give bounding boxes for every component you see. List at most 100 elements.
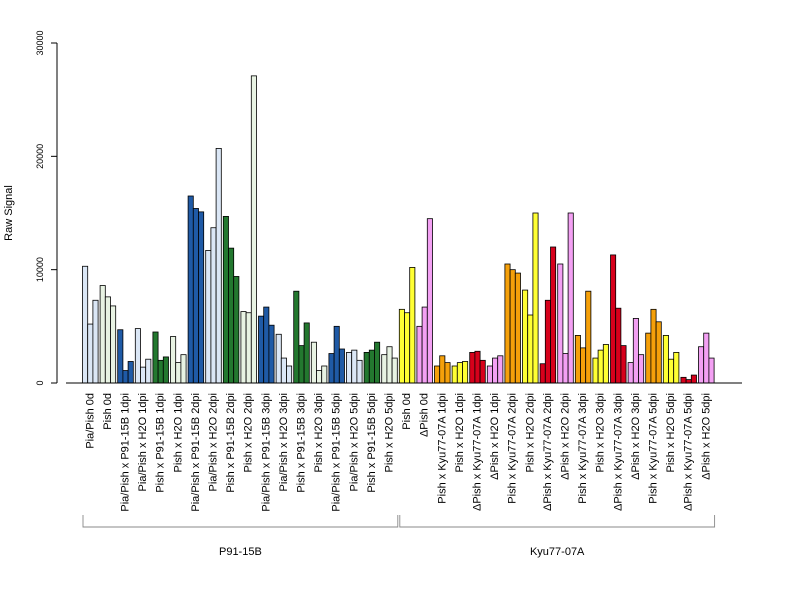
bar	[180, 354, 187, 384]
bar	[557, 263, 564, 384]
bar	[122, 370, 129, 384]
x-tick-label: Pish x H2O 5dpi	[384, 393, 396, 472]
x-tick-label: Pish 0d	[102, 393, 114, 430]
x-tick-label: Pish x P91-15B 2dpi	[225, 393, 237, 493]
bar	[580, 347, 587, 384]
bar	[215, 147, 222, 384]
bar	[479, 359, 486, 384]
bar	[462, 361, 469, 384]
bar	[321, 365, 328, 384]
bar	[509, 269, 516, 384]
bar	[668, 358, 675, 384]
x-tick-label: Pish x P91-15B 5dpi	[366, 393, 378, 493]
bar	[87, 323, 94, 384]
bar	[263, 306, 270, 384]
bar	[104, 296, 111, 384]
bar	[585, 290, 592, 384]
x-tick-label: Pish x H2O 5dpi	[665, 393, 677, 472]
bar	[451, 365, 458, 384]
bar	[258, 315, 265, 384]
group-label: P91-15B	[219, 546, 262, 558]
bar	[486, 365, 493, 384]
bar	[398, 308, 405, 384]
bar	[117, 329, 124, 384]
bar	[198, 211, 205, 384]
bar	[286, 365, 293, 384]
x-tick-label: ΔPish 0d	[419, 393, 431, 437]
group-label: Kyu77-07A	[530, 546, 585, 558]
bar	[645, 332, 652, 384]
bar	[527, 314, 534, 384]
bar	[386, 346, 393, 384]
bar	[222, 215, 229, 384]
bar	[381, 354, 388, 384]
bar	[328, 353, 335, 384]
bar	[444, 362, 451, 384]
y-tick-label: 20000	[35, 144, 45, 169]
x-tick-label: ΔPish x Kyu77-07A 3dpi	[612, 393, 624, 511]
bar	[356, 359, 363, 384]
bar	[140, 366, 147, 384]
bar	[539, 363, 546, 384]
y-tick-label: 10000	[35, 257, 45, 282]
x-tick-label: Pia/Pish x H2O 2dpi	[208, 393, 220, 491]
bar	[504, 263, 511, 384]
x-tick-label: ΔPish x H2O 5dpi	[700, 393, 712, 480]
y-tick-label: 30000	[35, 30, 45, 55]
bar	[680, 376, 687, 384]
bar	[474, 350, 481, 384]
bar	[145, 358, 152, 384]
x-tick-label: Pia/Pish x H2O 3dpi	[278, 393, 290, 491]
bar	[544, 299, 551, 384]
bar	[233, 276, 240, 384]
x-tick-label: ΔPish x Kyu77-07A 5dpi	[683, 393, 695, 511]
y-axis-title: Raw Signal	[3, 185, 15, 241]
bar	[303, 322, 310, 384]
bar	[157, 359, 164, 384]
bar	[615, 307, 622, 384]
x-tick-label: Pish x H2O 3dpi	[313, 393, 325, 472]
x-tick-label: Pish x Kyu77-07A 1dpi	[436, 393, 448, 504]
x-tick-label: Pish x P91-15B 1dpi	[155, 393, 167, 493]
bar	[592, 357, 599, 384]
bar	[316, 370, 323, 384]
x-tick-label: ΔPish x Kyu77-07A 2dpi	[542, 393, 554, 511]
bar	[550, 246, 557, 384]
bar	[650, 308, 657, 384]
bar	[497, 355, 504, 384]
bar	[210, 227, 217, 384]
bar	[638, 354, 645, 384]
bar	[627, 362, 634, 384]
bar	[439, 355, 446, 384]
bar	[280, 357, 287, 384]
bar	[492, 357, 499, 384]
bar	[620, 345, 627, 384]
bar	[162, 356, 169, 384]
bar	[192, 208, 199, 384]
x-tick-label: Pish 0d	[401, 393, 413, 430]
y-axis: 0 10000 20000 30000	[35, 30, 58, 386]
bar	[690, 374, 697, 384]
bar	[698, 346, 705, 384]
x-tick-label: Pia/Pish x P91-15B 3dpi	[260, 393, 272, 512]
bar	[632, 317, 639, 384]
bar	[708, 357, 715, 384]
x-tick-label: Pish x Kyu77-07A 5dpi	[648, 393, 660, 504]
bar	[655, 321, 662, 384]
bar	[205, 249, 212, 384]
bar	[562, 353, 569, 384]
bar	[421, 306, 428, 384]
bar	[82, 265, 89, 384]
bar	[110, 305, 117, 384]
x-tick-label: Pia/Pish x H2O 1dpi	[137, 393, 149, 491]
x-tick-label: ΔPish x H2O 2dpi	[560, 393, 572, 480]
bar	[99, 285, 106, 384]
bar	[522, 289, 529, 384]
x-tick-label: Pish x H2O 2dpi	[524, 393, 536, 472]
bar	[351, 349, 358, 384]
bar	[469, 351, 476, 384]
bar	[703, 332, 710, 384]
bar	[245, 312, 252, 384]
x-tick-label: Pish x H2O 1dpi	[454, 393, 466, 472]
